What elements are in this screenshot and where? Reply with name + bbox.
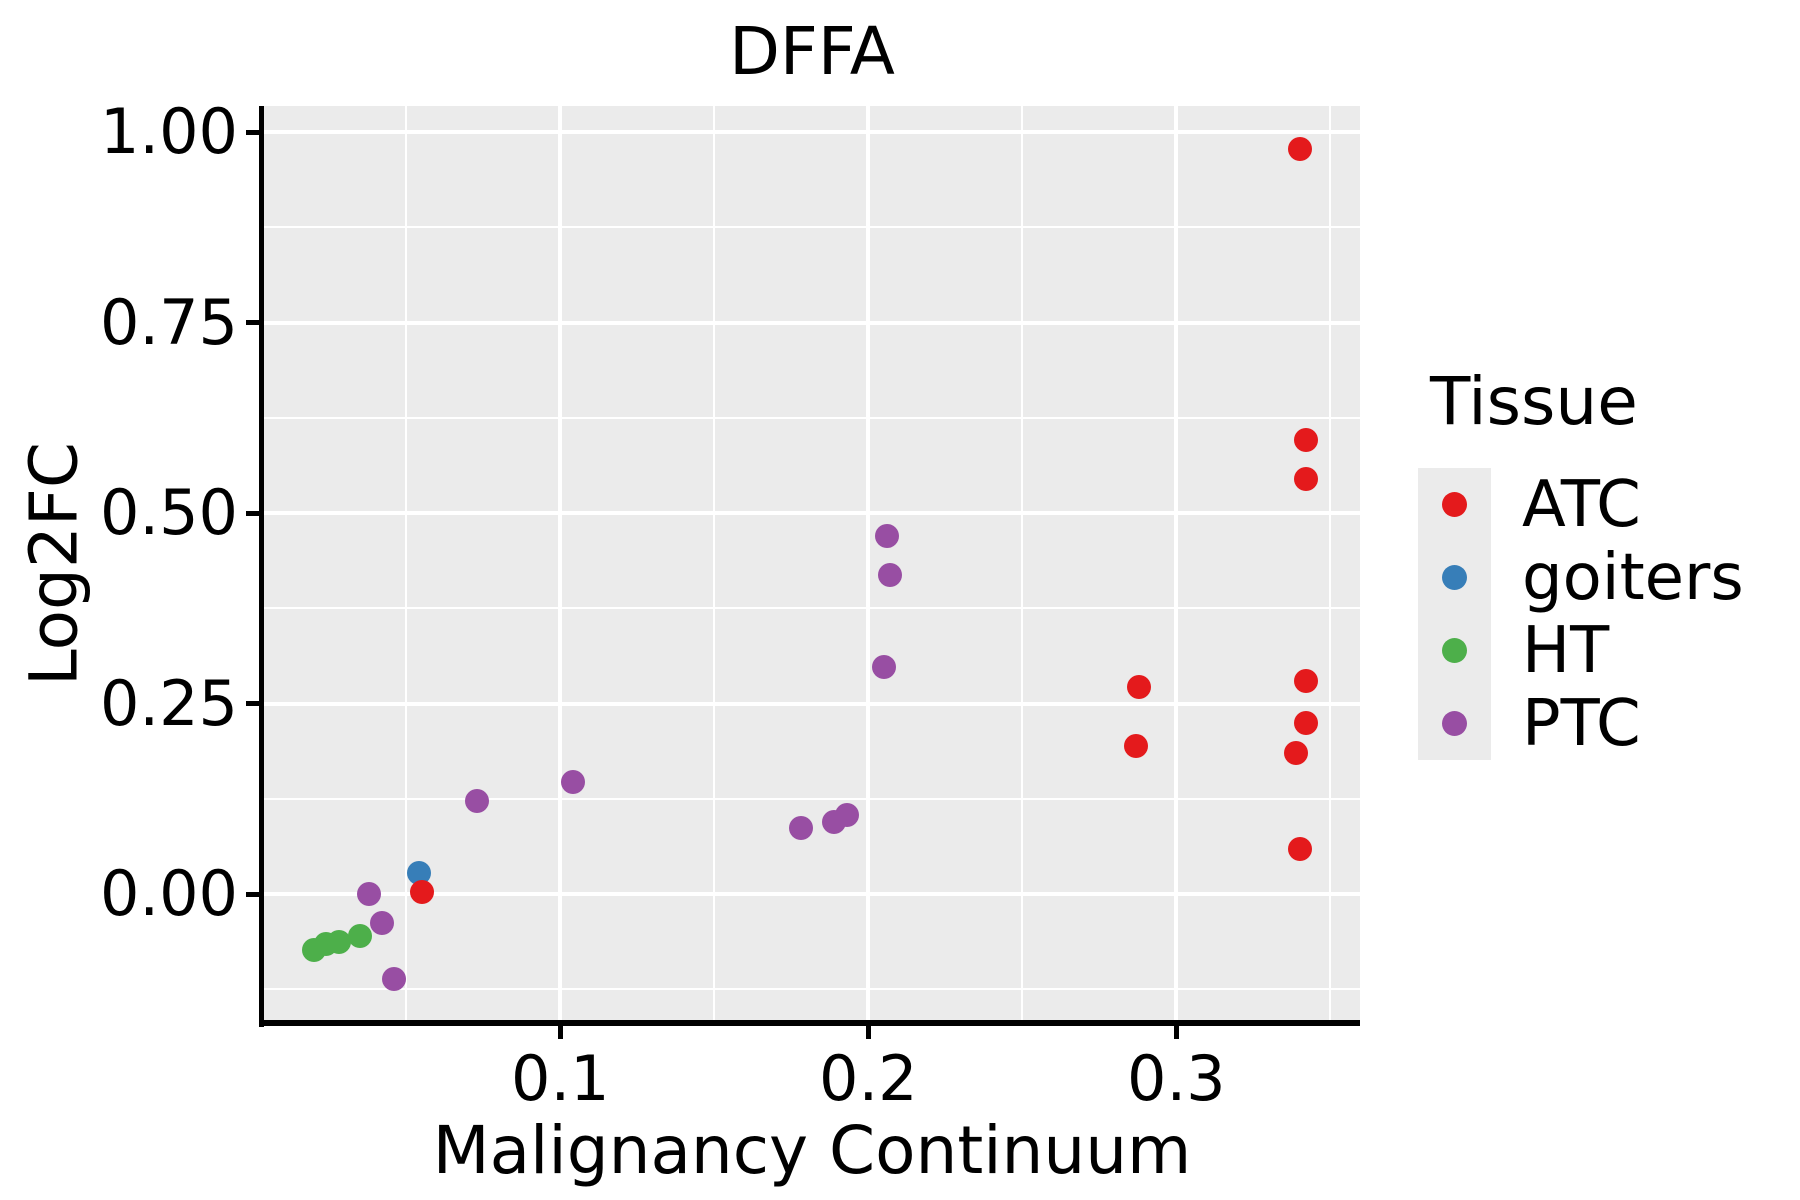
x-tick-mark [865,1026,871,1039]
x-tick-label: 0.2 [818,1042,918,1115]
x-minor-gridline [405,106,408,1022]
y-minor-gridline [264,607,1360,610]
x-tick-label: 0.1 [510,1042,610,1115]
plot-title: DFFA [729,13,895,90]
data-point-PTC [369,910,394,935]
y-tick-label: 1.00 [99,95,238,168]
data-point-ATC [1127,675,1152,700]
y-major-gridline [264,701,1360,706]
y-major-gridline [264,130,1360,134]
y-tick-mark [246,320,259,325]
y-minor-gridline [264,226,1360,229]
y-axis-title: Log2FC [15,442,93,686]
x-tick-mark [557,1026,563,1039]
data-point-PTC [788,816,813,841]
x-minor-gridline [713,106,716,1022]
data-point-ATC [1293,427,1318,452]
y-minor-gridline [264,416,1360,419]
y-tick-mark [246,891,259,897]
data-point-HT [326,930,351,954]
y-tick-mark [246,701,259,706]
y-axis-line [259,106,264,1027]
legend-title: Tissue [1430,363,1638,440]
x-tick-label: 0.3 [1126,1042,1226,1115]
data-point-PTC [381,966,406,991]
y-tick-label: 0.25 [99,666,238,740]
legend-dot-HT [1442,638,1467,663]
y-minor-gridline [264,988,1360,991]
data-point-ATC [1287,136,1312,161]
x-major-gridline [1174,106,1179,1022]
data-point-ATC [1124,734,1149,759]
data-point-ATC [1293,466,1318,491]
data-point-PTC [822,809,847,834]
y-tick-label: 0.00 [99,857,238,930]
data-point-HT [348,923,373,948]
y-major-gridline [264,320,1360,325]
y-minor-gridline [264,797,1360,800]
legend-label-goiters: goiters [1522,540,1744,615]
data-point-PTC [465,789,490,814]
x-major-gridline [558,106,563,1022]
x-axis-line [259,1020,1360,1026]
data-point-ATC [409,879,434,904]
x-tick-mark [1173,1026,1179,1039]
data-point-ATC [1293,668,1318,693]
data-point-ATC [1287,837,1312,862]
x-minor-gridline [1021,106,1024,1022]
x-minor-gridline [1329,106,1332,1022]
plot-panel [264,106,1360,1022]
y-major-gridline [264,511,1360,515]
legend-label-PTC: PTC [1522,686,1641,761]
data-point-PTC [560,769,585,794]
y-tick-label: 0.75 [99,285,238,359]
y-tick-mark [246,129,259,135]
legend-dot-ATC [1442,492,1467,517]
data-point-ATC [1293,711,1318,736]
y-tick-label: 0.50 [99,476,238,549]
data-point-PTC [874,523,899,548]
data-point-ATC [1284,741,1309,766]
x-axis-title: Malignancy Continuum [432,1112,1192,1189]
x-major-gridline [866,106,871,1022]
data-point-PTC [877,562,902,587]
y-tick-mark [246,510,259,516]
legend-dot-PTC [1442,711,1467,736]
data-point-PTC [357,882,382,906]
y-major-gridline [264,892,1360,896]
legend-dot-goiters [1442,565,1467,590]
legend-label-HT: HT [1522,613,1610,688]
data-point-PTC [871,654,896,679]
legend-label-ATC: ATC [1522,467,1641,542]
